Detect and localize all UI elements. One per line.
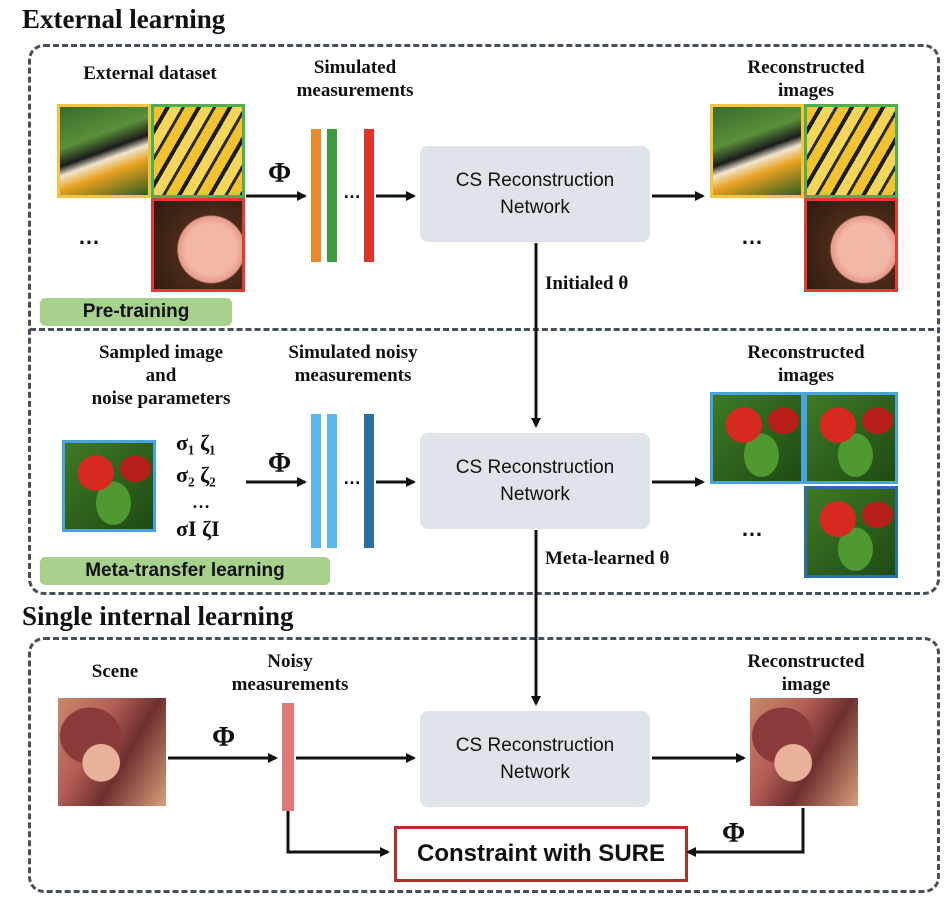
arrow — [288, 811, 388, 852]
arrow — [688, 808, 803, 852]
